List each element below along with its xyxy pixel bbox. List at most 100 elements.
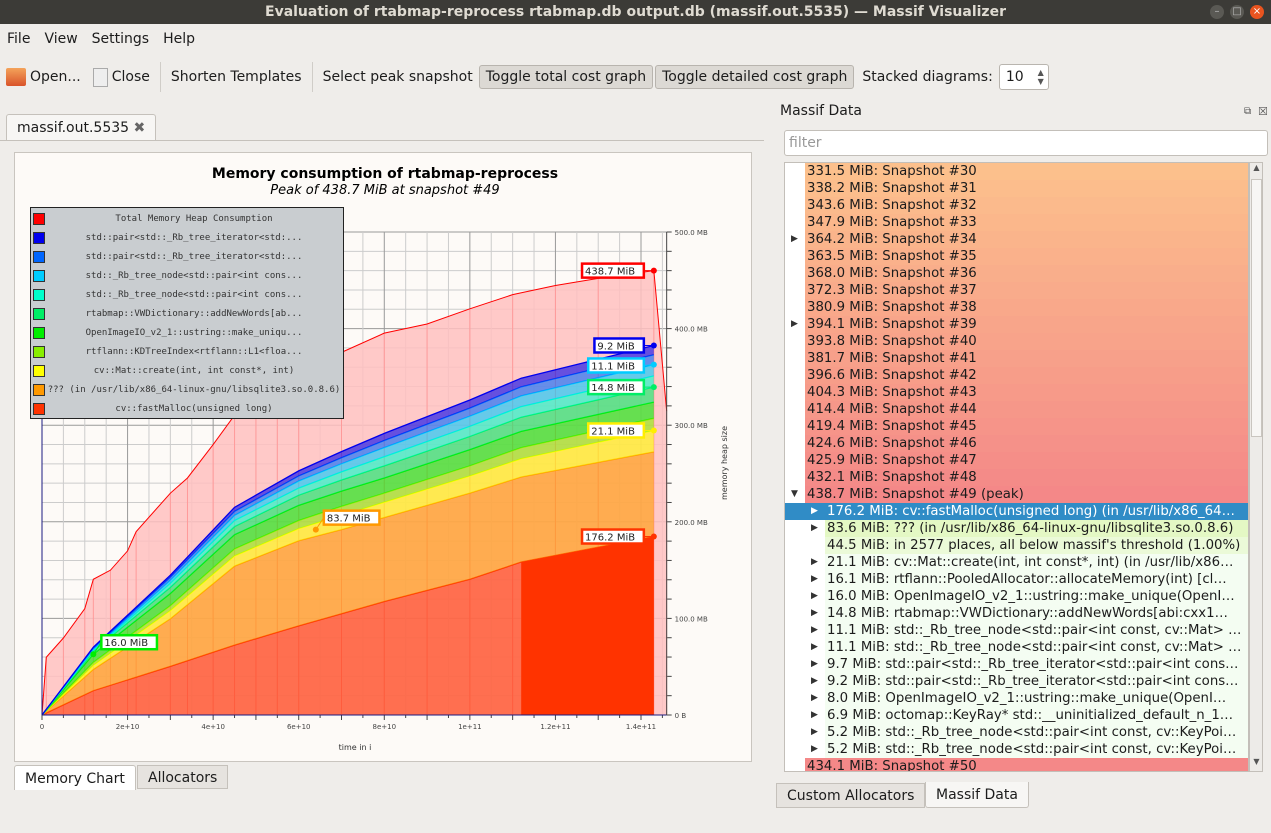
massif-data-tree[interactable]: 331.5 MiB: Snapshot #30 338.2 MiB: Snapsh… bbox=[784, 162, 1249, 772]
stacked-diagrams-spinbox[interactable]: 10 ▲ ▼ bbox=[998, 64, 1049, 90]
collapsed-arrow-icon[interactable]: ▶ bbox=[811, 625, 818, 635]
filter-input[interactable] bbox=[784, 130, 1268, 156]
separator bbox=[159, 62, 161, 92]
allocation-row[interactable]: ▶ 9.7 MiB: std::pair<std::_Rb_tree_iterat… bbox=[785, 656, 1248, 673]
collapsed-arrow-icon[interactable]: ▶ bbox=[811, 676, 818, 686]
allocation-row[interactable]: ▶ 16.1 MiB: rtflann::PooledAllocator::all… bbox=[785, 571, 1248, 588]
document-close-icon bbox=[92, 67, 108, 87]
select-peak-button[interactable]: Select peak snapshot bbox=[322, 69, 473, 85]
chart-annotation: 16.0 MiB bbox=[100, 633, 159, 651]
row-background bbox=[805, 401, 1248, 418]
allocation-row[interactable]: ▶ 16.0 MiB: OpenImageIO_v2_1::ustring::ma… bbox=[785, 588, 1248, 605]
row-label: 5.2 MiB: std::_Rb_tree_node<std::pair<in… bbox=[827, 742, 1237, 757]
tab-allocators[interactable]: Allocators bbox=[137, 765, 229, 789]
snapshot-row[interactable]: ▶ 364.2 MiB: Snapshot #34 bbox=[785, 231, 1248, 248]
allocation-row[interactable]: ▶ 11.1 MiB: std::_Rb_tree_node<std::pair<… bbox=[785, 622, 1248, 639]
allocation-row[interactable]: ▶ 5.2 MiB: std::_Rb_tree_node<std::pair<i… bbox=[785, 724, 1248, 741]
scroll-thumb[interactable] bbox=[1251, 179, 1262, 437]
collapsed-arrow-icon[interactable]: ▶ bbox=[811, 608, 818, 618]
annotation-box bbox=[580, 262, 646, 279]
tree-scrollbar[interactable]: ▲ ▼ bbox=[1249, 162, 1263, 772]
shorten-templates-button[interactable]: Shorten Templates bbox=[170, 69, 302, 85]
close-window-button[interactable]: × bbox=[1250, 5, 1264, 19]
scroll-down-icon[interactable]: ▼ bbox=[1253, 757, 1260, 766]
snapshot-row[interactable]: 434.1 MiB: Snapshot #50 bbox=[785, 758, 1248, 771]
snapshot-row[interactable]: 343.6 MiB: Snapshot #32 bbox=[785, 197, 1248, 214]
row-background bbox=[805, 333, 1248, 350]
snapshot-row[interactable]: 372.3 MiB: Snapshot #37 bbox=[785, 282, 1248, 299]
collapsed-arrow-icon[interactable]: ▶ bbox=[811, 523, 818, 533]
snapshot-row[interactable]: ▶ 394.1 MiB: Snapshot #39 bbox=[785, 316, 1248, 333]
tab-memory-chart[interactable]: Memory Chart bbox=[14, 765, 136, 790]
expanded-arrow-icon[interactable]: ▼ bbox=[791, 489, 798, 499]
snapshot-row[interactable]: 414.4 MiB: Snapshot #44 bbox=[785, 401, 1248, 418]
toggle-total-cost-button[interactable]: Toggle total cost graph bbox=[478, 65, 654, 89]
snapshot-row[interactable]: 424.6 MiB: Snapshot #46 bbox=[785, 435, 1248, 452]
collapsed-arrow-icon[interactable]: ▶ bbox=[811, 591, 818, 601]
collapsed-arrow-icon[interactable]: ▶ bbox=[811, 744, 818, 754]
row-background bbox=[805, 214, 1248, 231]
allocation-row[interactable]: ▶ 8.0 MiB: OpenImageIO_v2_1::ustring::mak… bbox=[785, 690, 1248, 707]
snapshot-row[interactable]: 396.6 MiB: Snapshot #42 bbox=[785, 367, 1248, 384]
snapshot-row[interactable]: 363.5 MiB: Snapshot #35 bbox=[785, 248, 1248, 265]
snapshot-row[interactable]: 432.1 MiB: Snapshot #48 bbox=[785, 469, 1248, 486]
annotation-box bbox=[586, 378, 646, 396]
collapsed-arrow-icon[interactable]: ▶ bbox=[811, 727, 818, 737]
allocation-row[interactable]: 44.5 MiB: in 2577 places, all below mass… bbox=[785, 537, 1248, 554]
menu-file[interactable]: File bbox=[7, 31, 31, 47]
chart-legend: Total Memory Heap Consumption std::pair<s… bbox=[30, 207, 344, 419]
toggle-detailed-cost-button[interactable]: Toggle detailed cost graph bbox=[655, 65, 855, 89]
annotation-label: 9.2 MiB bbox=[597, 341, 634, 352]
row-label: 368.0 MiB: Snapshot #36 bbox=[807, 266, 977, 281]
snapshot-row[interactable]: 347.9 MiB: Snapshot #33 bbox=[785, 214, 1248, 231]
snapshot-row[interactable]: 393.8 MiB: Snapshot #40 bbox=[785, 333, 1248, 350]
allocation-row[interactable]: ▶ 21.1 MiB: cv::Mat::create(int, int cons… bbox=[785, 554, 1248, 571]
row-label: 338.2 MiB: Snapshot #31 bbox=[807, 181, 977, 196]
snapshot-row[interactable]: 419.4 MiB: Snapshot #45 bbox=[785, 418, 1248, 435]
snapshot-row[interactable]: 381.7 MiB: Snapshot #41 bbox=[785, 350, 1248, 367]
scroll-up-icon[interactable]: ▲ bbox=[1253, 163, 1260, 172]
menu-help[interactable]: Help bbox=[163, 31, 196, 47]
collapsed-arrow-icon[interactable]: ▶ bbox=[811, 710, 818, 720]
memory-chart[interactable]: Memory consumption of rtabmap-reprocess P… bbox=[14, 152, 752, 762]
close-tab-icon[interactable]: ✖ bbox=[133, 120, 146, 136]
snapshot-row[interactable]: 404.3 MiB: Snapshot #43 bbox=[785, 384, 1248, 401]
allocation-row[interactable]: ▶ 6.9 MiB: octomap::KeyRay* std::__uninit… bbox=[785, 707, 1248, 724]
snapshot-row[interactable]: ▼ 438.7 MiB: Snapshot #49 (peak) bbox=[785, 486, 1248, 503]
close-button[interactable]: Close bbox=[87, 64, 156, 90]
tab-massif-out[interactable]: massif.out.5535 ✖ bbox=[6, 114, 157, 140]
spin-arrows-icon[interactable]: ▲ ▼ bbox=[1037, 68, 1044, 86]
minimize-button[interactable]: – bbox=[1210, 5, 1224, 19]
row-background bbox=[805, 299, 1248, 316]
collapsed-arrow-icon[interactable]: ▶ bbox=[811, 693, 818, 703]
collapsed-arrow-icon[interactable]: ▶ bbox=[811, 659, 818, 669]
tab-custom-allocators[interactable]: Custom Allocators bbox=[776, 783, 926, 808]
float-dock-icon[interactable]: ⧉ bbox=[1244, 106, 1252, 117]
close-dock-icon[interactable]: ☒ bbox=[1258, 105, 1268, 118]
snapshot-row[interactable]: 331.5 MiB: Snapshot #30 bbox=[785, 163, 1248, 180]
collapsed-arrow-icon[interactable]: ▶ bbox=[811, 574, 818, 584]
close-label: Close bbox=[111, 69, 150, 85]
collapsed-arrow-icon[interactable]: ▶ bbox=[811, 557, 818, 567]
maximize-button[interactable]: □ bbox=[1230, 5, 1244, 19]
snapshot-row[interactable]: 425.9 MiB: Snapshot #47 bbox=[785, 452, 1248, 469]
snapshot-row[interactable]: 368.0 MiB: Snapshot #36 bbox=[785, 265, 1248, 282]
open-button[interactable]: Open... bbox=[0, 64, 87, 90]
allocation-row[interactable]: ▶ 14.8 MiB: rtabmap::VWDictionary::addNew… bbox=[785, 605, 1248, 622]
snapshot-row[interactable]: 380.9 MiB: Snapshot #38 bbox=[785, 299, 1248, 316]
allocation-row[interactable]: ▶ 176.2 MiB: cv::fastMalloc(unsigned long… bbox=[785, 503, 1248, 520]
collapsed-arrow-icon[interactable]: ▶ bbox=[791, 234, 798, 244]
snapshot-row[interactable]: 338.2 MiB: Snapshot #31 bbox=[785, 180, 1248, 197]
allocation-row[interactable]: ▶ 11.1 MiB: std::_Rb_tree_node<std::pair<… bbox=[785, 639, 1248, 656]
collapsed-arrow-icon[interactable]: ▶ bbox=[811, 642, 818, 652]
allocation-row[interactable]: ▶ 5.2 MiB: std::_Rb_tree_node<std::pair<i… bbox=[785, 741, 1248, 758]
tab-massif-data[interactable]: Massif Data bbox=[925, 782, 1029, 808]
allocation-row[interactable]: ▶ 83.6 MiB: ??? (in /usr/lib/x86_64-linux… bbox=[785, 520, 1248, 537]
menu-settings[interactable]: Settings bbox=[91, 31, 150, 47]
row-background bbox=[805, 418, 1248, 435]
legend-entry: ??? (in /usr/lib/x86_64-linux-gnu/libsql… bbox=[31, 380, 343, 399]
allocation-row[interactable]: ▶ 9.2 MiB: std::pair<std::_Rb_tree_iterat… bbox=[785, 673, 1248, 690]
collapsed-arrow-icon[interactable]: ▶ bbox=[791, 319, 798, 329]
collapsed-arrow-icon[interactable]: ▶ bbox=[811, 506, 818, 516]
menu-view[interactable]: View bbox=[44, 31, 78, 47]
